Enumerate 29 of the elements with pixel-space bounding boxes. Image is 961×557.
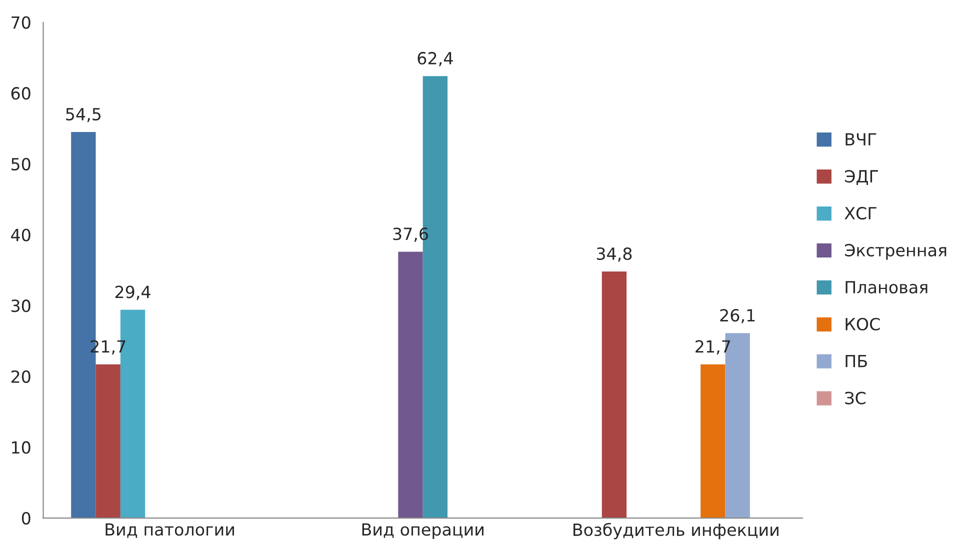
bar	[398, 252, 423, 518]
bar	[96, 364, 120, 518]
y-tick-label: 40	[11, 228, 30, 242]
x-tick-label: Вид патологии	[106, 523, 234, 538]
data-label: 26,1	[720, 309, 755, 324]
legend-label: ПБ	[846, 355, 867, 368]
legend-label: ЭДГ	[845, 170, 878, 185]
legend-label: ХСГ	[844, 206, 876, 220]
bar	[700, 364, 726, 518]
data-label: 34,8	[596, 247, 632, 262]
y-tick-label: 50	[12, 158, 30, 170]
legend-label: Плановая	[846, 281, 928, 294]
legend-label: ВЧГ	[846, 133, 876, 146]
bar	[602, 272, 627, 518]
data-label: 21,7	[696, 340, 730, 354]
data-label: 54,5	[66, 108, 101, 122]
y-tick-label: 70	[12, 16, 30, 29]
x-tick-label: Вид операции	[362, 523, 484, 539]
legend-label: ЗС	[845, 392, 866, 404]
data-label: 29,4	[115, 286, 150, 300]
y-tick-label: 0	[22, 512, 30, 525]
y-tick-label: 20	[11, 370, 30, 383]
y-tick-label: 30	[12, 300, 30, 312]
x-tick-label: Возбудитель инфекции	[574, 522, 778, 540]
data-label: 62,4	[418, 52, 453, 66]
legend-label: Экстренная	[845, 244, 946, 260]
legend-label: КОС	[846, 318, 880, 330]
y-tick-label: 10	[12, 441, 30, 454]
y-tick-label: 60	[11, 87, 30, 100]
